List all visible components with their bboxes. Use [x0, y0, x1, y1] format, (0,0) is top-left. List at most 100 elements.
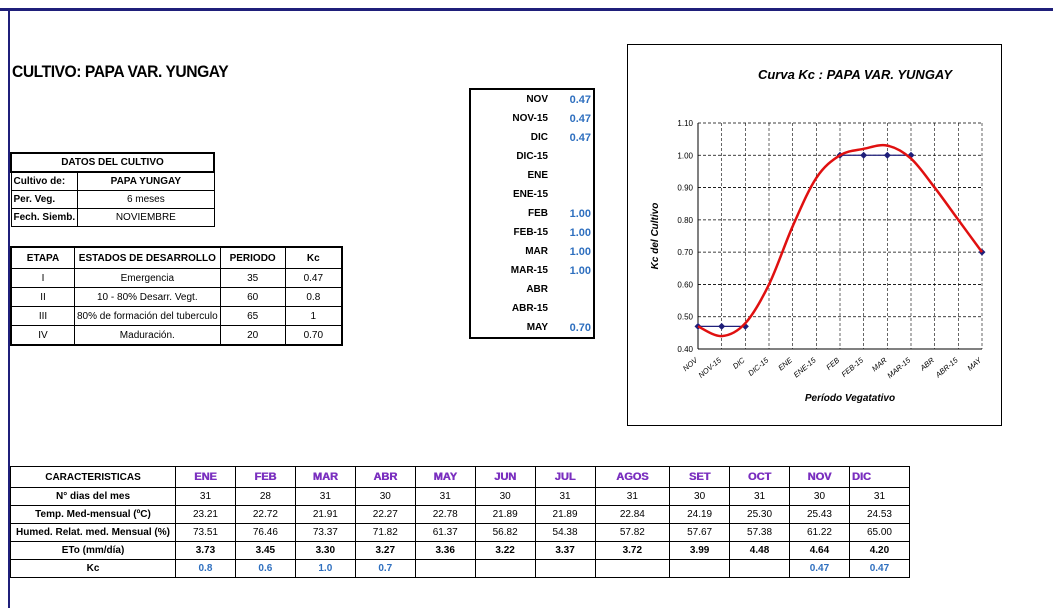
etapas-table: ETAPA ESTADOS DE DESARROLLO PERIODO Kc I… — [10, 246, 343, 346]
caracteristica-value: 56.82 — [474, 523, 536, 542]
kc-period-value: 1.00 — [569, 226, 591, 239]
caracteristica-value: 0.47 — [789, 559, 850, 578]
month-header: ENE — [175, 466, 236, 488]
chart-y-tick-label: 0.40 — [677, 345, 693, 354]
kc-list-row: DIC 0.47 — [470, 128, 594, 147]
kc-list-row: FEB 1.00 — [470, 204, 594, 223]
caracteristica-value: 57.38 — [729, 523, 790, 542]
caracteristica-value: 3.99 — [669, 541, 731, 560]
etapa-estado: 10 - 80% Desarr. Vegt. — [74, 287, 221, 307]
chart-y-tick-label: 0.60 — [677, 280, 693, 289]
kc-list-row: ABR — [470, 280, 594, 299]
kc-list-row: MAR 1.00 — [470, 242, 594, 261]
month-header: MAY — [414, 466, 476, 488]
caracteristica-value: 4.64 — [789, 541, 850, 560]
caracteristica-value: 0.6 — [234, 559, 296, 578]
caracteristica-value: 30 — [669, 487, 731, 506]
kc-list-row: MAR-15 1.00 — [470, 261, 594, 280]
kc-period-label: ENE-15 — [512, 189, 548, 200]
caracteristica-value: 0.47 — [848, 559, 911, 578]
caracteristica-value: 65.00 — [848, 523, 911, 542]
chart-x-tick-label: MAR-15 — [885, 355, 912, 380]
datos-label: Fech. Siemb. — [10, 208, 79, 227]
caracteristica-label: N° dias del mes — [10, 487, 176, 506]
caracteristica-value: 31 — [534, 487, 596, 506]
chart-series-curve — [697, 143, 984, 338]
kc-period-label: MAR — [525, 246, 548, 257]
etapa-estado: Emergencia — [74, 268, 221, 288]
caracteristica-value: 61.22 — [789, 523, 850, 542]
kc-period-label: ENE — [527, 170, 548, 181]
caracteristica-value: 76.46 — [234, 523, 296, 542]
caracteristicas-row: N° dias del mes 31 28 31 30 31 30 31 31 30 31 30 31 — [10, 487, 911, 506]
etapa-kc: 0.70 — [284, 325, 343, 346]
etapa-number: I — [10, 268, 75, 288]
chart-x-tick-label: MAY — [965, 355, 984, 373]
chart-x-tick-label: NOV-15 — [697, 355, 724, 380]
caracteristica-value: 3.36 — [414, 541, 476, 560]
chart-data-point — [741, 322, 749, 330]
etapa-kc: 0.47 — [284, 268, 343, 288]
kc-list-row: ENE-15 — [470, 185, 594, 204]
kc-period-value — [550, 299, 594, 318]
kc-period-value: 1.00 — [569, 264, 591, 277]
caracteristica-label: Kc — [10, 559, 176, 578]
kc-period-label: DIC — [530, 132, 548, 143]
caracteristicas-row: ETo (mm/día) 3.73 3.45 3.30 3.27 3.36 3.22 3.37… — [10, 541, 911, 560]
caracteristica-value: 61.37 — [414, 523, 476, 542]
caracteristica-value: 3.72 — [594, 541, 671, 560]
kc-period-label: FEB — [528, 208, 548, 219]
caracteristica-value: 71.82 — [354, 523, 416, 542]
kc-list-row: ENE — [470, 166, 594, 185]
etapa-periodo: 20 — [219, 325, 286, 346]
caracteristica-value: 0.7 — [354, 559, 416, 578]
chart-x-tick-label: MAR — [870, 355, 889, 373]
caracteristica-value: 22.78 — [414, 505, 476, 524]
month-header: NOV — [789, 466, 850, 488]
caracteristica-value: 30 — [789, 487, 850, 506]
caracteristica-value: 25.30 — [729, 505, 790, 524]
kc-period-value — [550, 280, 594, 299]
kc-list-row: DIC-15 — [470, 147, 594, 166]
caracteristica-value: 21.89 — [534, 505, 596, 524]
caracteristica-value: 31 — [848, 487, 911, 506]
kc-period-label: DIC-15 — [516, 151, 548, 162]
caracteristicas-row: Temp. Med-mensual (ºC) 23.21 22.72 21.91 22.… — [10, 505, 911, 524]
etapas-header: ETAPA — [10, 246, 75, 269]
caracteristica-value: 3.30 — [294, 541, 356, 560]
month-header: AGOS — [594, 466, 671, 488]
datos-label: Per. Veg. — [10, 190, 79, 209]
chart-y-axis-label: Kc del Cultivo — [650, 203, 661, 270]
caracteristica-value: 57.67 — [669, 523, 731, 542]
caracteristica-value — [594, 559, 671, 578]
etapa-periodo: 35 — [219, 268, 286, 288]
caracteristica-value: 21.89 — [474, 505, 536, 524]
kc-period-value: 0.47 — [569, 131, 591, 144]
datos-label: Cultivo de: — [10, 171, 79, 191]
etapa-periodo: 65 — [219, 306, 286, 326]
caracteristica-value: 22.72 — [234, 505, 296, 524]
chart-y-tick-label: 0.50 — [677, 313, 693, 322]
caracteristica-value: 0.8 — [175, 559, 236, 578]
kc-period-label: NOV-15 — [512, 113, 548, 124]
chart-x-axis-label: Período Vegatativo — [805, 393, 895, 404]
caracteristica-value: 30 — [474, 487, 536, 506]
caracteristica-value: 54.38 — [534, 523, 596, 542]
caracteristicas-row: Humed. Relat. med. Mensual (%) 73.51 76.46… — [10, 523, 911, 542]
caracteristica-value — [474, 559, 536, 578]
etapa-periodo: 60 — [219, 287, 286, 307]
caracteristica-value — [414, 559, 476, 578]
caracteristica-value: 73.51 — [175, 523, 236, 542]
caracteristica-value: 73.37 — [294, 523, 356, 542]
page-title: CULTIVO: PAPA VAR. YUNGAY — [12, 62, 229, 81]
chart-y-tick-label: 1.10 — [677, 119, 693, 128]
caracteristicas-table: CARACTERISTICAS ENE FEB MAR ABR MAY JUN JUL AGOS… — [10, 466, 911, 578]
kc-list-row: NOV 0.47 — [470, 89, 594, 109]
sheet-top-border — [0, 8, 1053, 11]
etapa-row: IV Maduración. 20 0.70 — [10, 325, 343, 346]
caracteristica-value: 22.84 — [594, 505, 671, 524]
sheet-left-border — [8, 8, 10, 608]
chart-x-tick-label: DIC-15 — [746, 355, 771, 378]
kc-list-row: ABR-15 — [470, 299, 594, 318]
